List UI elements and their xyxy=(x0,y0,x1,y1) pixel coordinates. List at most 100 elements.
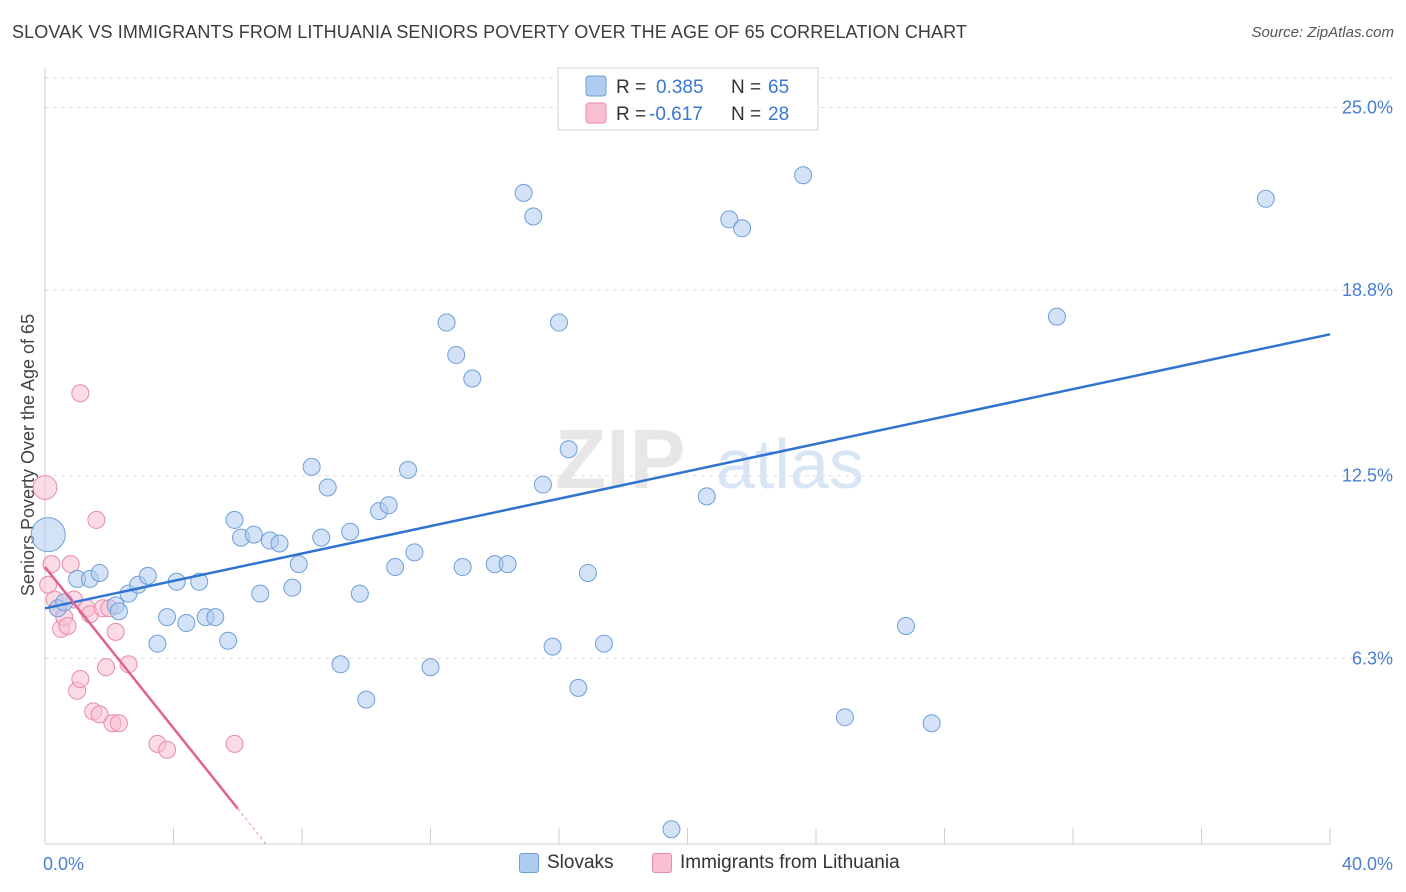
stats-swatch-slovaks xyxy=(585,75,607,97)
slovaks-point-42 xyxy=(453,558,472,577)
stats-r-value-slovaks: 0.385 xyxy=(656,77,704,98)
slovaks-point-49 xyxy=(543,637,562,656)
slovaks-point-30 xyxy=(331,655,350,674)
stats-swatch-lithuania xyxy=(585,102,607,124)
slovaks-point-39 xyxy=(421,658,440,677)
slovaks-point-61 xyxy=(896,616,915,635)
slovaks-point-32 xyxy=(350,584,369,603)
lithuania-point-12 xyxy=(71,670,90,689)
slovaks-point-36 xyxy=(386,558,405,577)
series-slovaks-points xyxy=(30,166,1275,839)
stats-n-label-lithuania: N = xyxy=(731,104,761,125)
slovaks-point-54 xyxy=(594,634,613,653)
slovaks-point-29 xyxy=(318,478,337,497)
stats-n-label-slovaks: N = xyxy=(731,77,761,98)
lithuania-point-16 xyxy=(87,510,106,529)
stats-n-value-lithuania: 28 xyxy=(768,104,789,125)
lithuania-point-19 xyxy=(97,658,116,677)
slovaks-point-46 xyxy=(514,183,533,202)
lithuania-point-23 xyxy=(109,714,128,733)
stats-r-label-lithuania: R = xyxy=(616,104,646,125)
x-tick-label-0: 0.0% xyxy=(43,854,84,874)
lithuania-trend-extension xyxy=(237,808,268,846)
lithuania-point-11 xyxy=(71,384,90,403)
lithuania-point-7 xyxy=(58,616,77,635)
y-axis-label: Seniors Poverty Over the Age of 65 xyxy=(18,314,38,596)
watermark-atlas: atlas xyxy=(716,425,864,503)
slovaks-point-24 xyxy=(270,534,289,553)
slovaks-point-35 xyxy=(379,496,398,515)
slovaks-point-18 xyxy=(219,631,238,650)
axes xyxy=(44,68,1331,845)
slovaks-point-5 xyxy=(90,563,109,582)
slovaks-point-31 xyxy=(341,522,360,541)
slovaks-point-21 xyxy=(244,525,263,544)
legend-label-lithuania: Immigrants from Lithuania xyxy=(680,852,900,873)
lithuania-point-0 xyxy=(32,475,58,500)
slovaks-point-40 xyxy=(437,313,456,332)
slovaks-point-0 xyxy=(30,517,66,553)
slovaks-point-11 xyxy=(148,634,167,653)
slovaks-point-14 xyxy=(177,614,196,633)
slovaks-point-10 xyxy=(138,566,157,585)
slovaks-point-25 xyxy=(283,578,302,597)
slovaks-point-41 xyxy=(447,345,466,364)
slovaks-point-58 xyxy=(733,219,752,238)
stats-r-label-slovaks: R = xyxy=(616,77,646,98)
y-tick-label-3: 25.0% xyxy=(1342,97,1393,117)
gridlines xyxy=(45,77,1392,659)
slovaks-point-64 xyxy=(1256,189,1275,208)
slovaks-point-53 xyxy=(578,563,597,582)
bottom-legend: Slovaks Immigrants from Lithuania xyxy=(0,850,1406,878)
slovaks-point-7 xyxy=(109,602,128,621)
legend-swatch-lithuania xyxy=(652,853,672,873)
legend-item-lithuania[interactable]: Immigrants from Lithuania xyxy=(652,852,900,874)
slovaks-point-60 xyxy=(835,708,854,727)
slovaks-point-63 xyxy=(1047,307,1066,326)
stats-r-value-lithuania: -0.617 xyxy=(649,104,703,125)
slovaks-point-57 xyxy=(720,210,739,229)
slovaks-point-22 xyxy=(251,584,270,603)
slovaks-point-55 xyxy=(662,820,681,839)
legend-swatch-slovaks xyxy=(519,853,539,873)
slovaks-point-51 xyxy=(559,440,578,459)
slovaks-point-50 xyxy=(550,313,568,332)
legend-label-slovaks: Slovaks xyxy=(547,852,614,873)
slovaks-point-59 xyxy=(794,166,813,185)
y-tick-label-1: 12.5% xyxy=(1342,466,1393,486)
slovaks-point-47 xyxy=(524,207,543,226)
x-tick-labels: 0.0% 40.0% xyxy=(43,854,1393,874)
y-tick-labels: 6.3% 12.5% 18.8% 25.0% xyxy=(1342,97,1393,668)
lithuania-trend-line xyxy=(44,566,239,810)
slovaks-point-62 xyxy=(922,714,941,733)
chart-title: SLOVAK VS IMMIGRANTS FROM LITHUANIA SENI… xyxy=(12,22,967,42)
slovaks-point-56 xyxy=(697,487,716,506)
legend-item-slovaks[interactable]: Slovaks xyxy=(519,852,614,874)
slovaks-point-27 xyxy=(302,457,321,476)
slovaks-point-28 xyxy=(312,528,331,547)
slovaks-point-26 xyxy=(289,555,308,574)
x-tick-label-1: 40.0% xyxy=(1342,854,1393,874)
lithuania-point-27 xyxy=(225,734,244,753)
lithuania-point-2 xyxy=(42,555,61,574)
slovaks-point-19 xyxy=(225,510,244,529)
stats-n-value-slovaks: 65 xyxy=(768,77,789,98)
y-tick-label-0: 6.3% xyxy=(1352,648,1393,668)
slovaks-point-38 xyxy=(405,543,424,562)
lithuania-point-26 xyxy=(158,740,177,759)
slovaks-point-48 xyxy=(533,475,552,494)
slovaks-point-52 xyxy=(569,678,588,697)
slovaks-point-12 xyxy=(158,608,177,627)
watermark-zip: ZIP xyxy=(555,412,686,506)
source-label: Source: ZipAtlas.com xyxy=(1251,24,1394,41)
series-lithuania-points xyxy=(32,384,244,759)
slovaks-trend-line xyxy=(44,333,1331,610)
stats-legend: R = 0.385 N = 65 R = -0.617 N = 28 xyxy=(557,67,819,131)
y-tick-label-2: 18.8% xyxy=(1342,280,1393,300)
slovaks-point-45 xyxy=(498,555,517,574)
slovaks-point-33 xyxy=(357,690,376,709)
lithuania-point-17 xyxy=(90,705,109,724)
slovaks-point-43 xyxy=(463,369,482,388)
lithuania-point-22 xyxy=(106,622,125,641)
